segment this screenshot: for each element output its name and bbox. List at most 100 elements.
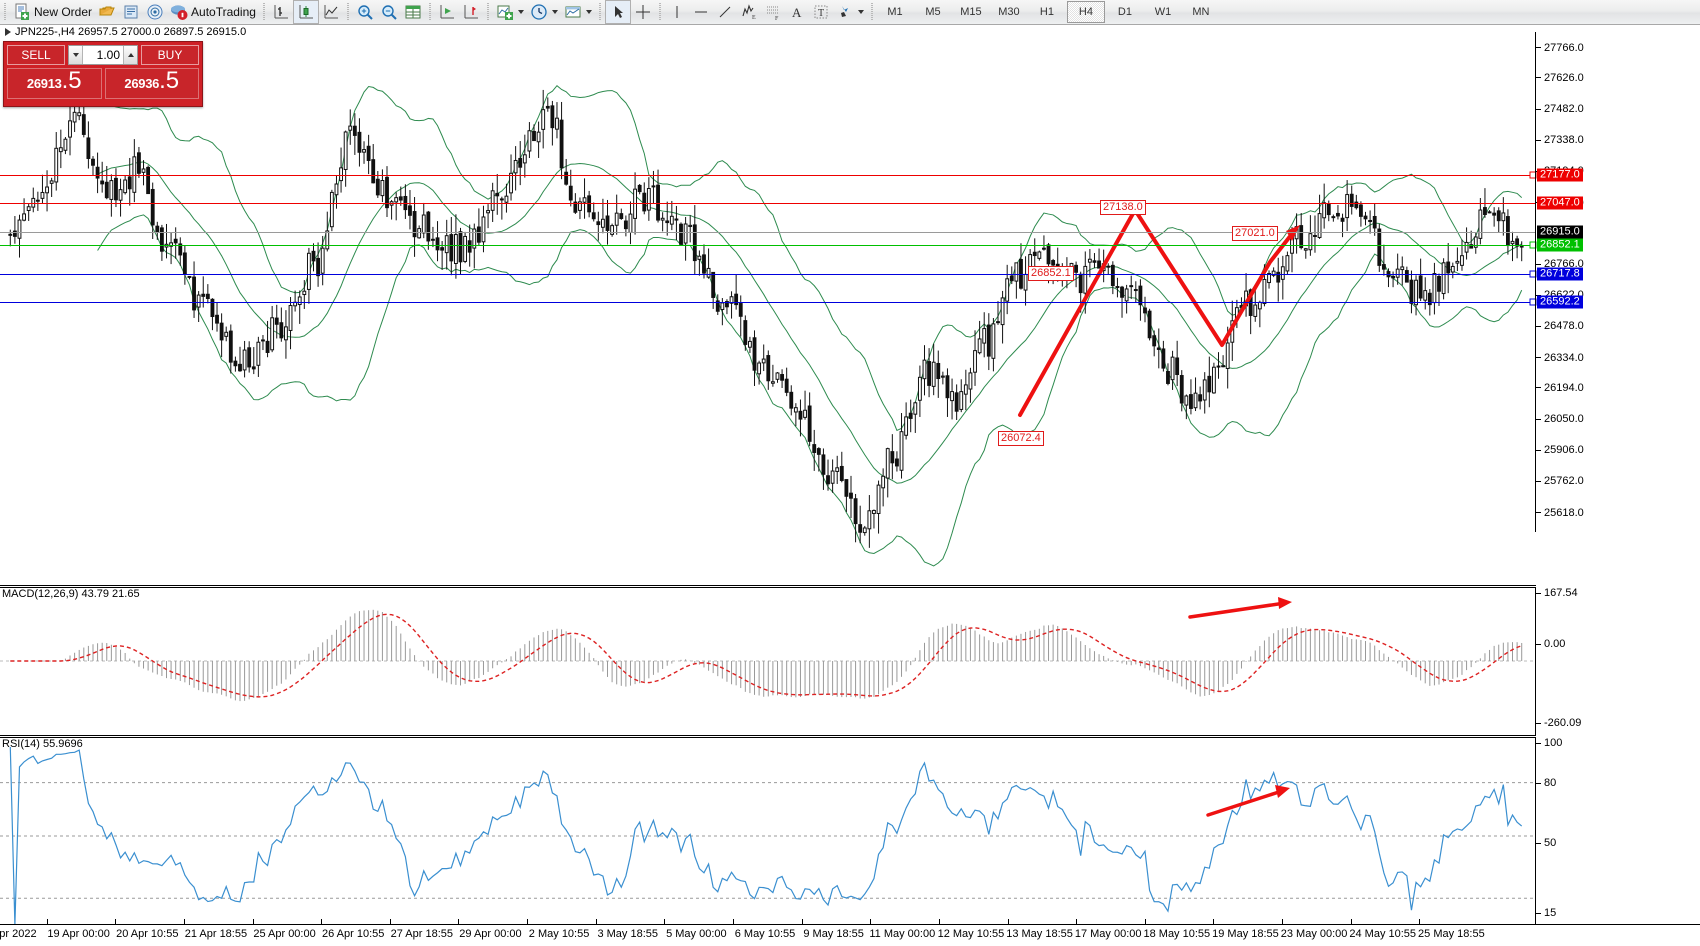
- auto-scroll-button[interactable]: [459, 1, 483, 23]
- level-line-handle[interactable]: [1529, 171, 1537, 179]
- chart-annotation[interactable]: 27138.0: [1100, 200, 1146, 215]
- fibonacci-button[interactable]: F: [761, 1, 785, 23]
- level-line-handle[interactable]: [1529, 241, 1537, 249]
- price-marker-badge[interactable]: 26852.1: [1537, 238, 1583, 252]
- zoom-out-button[interactable]: [377, 1, 401, 23]
- timeframe-d1[interactable]: D1: [1117, 6, 1132, 18]
- sell-price-decimal: .5: [61, 67, 82, 94]
- zoom-in-button[interactable]: [353, 1, 377, 23]
- horizontal-line-button[interactable]: [689, 1, 713, 23]
- volume-value[interactable]: 1.00: [96, 48, 120, 62]
- time-tick-label: 29 Apr 00:00: [459, 928, 522, 940]
- line-chart-button[interactable]: [319, 1, 343, 23]
- volume-decrease-button[interactable]: [69, 46, 83, 64]
- new-order-icon: [13, 3, 31, 21]
- vertical-line-button[interactable]: [665, 1, 689, 23]
- price-level-line[interactable]: [0, 301, 1536, 303]
- time-tick: [733, 919, 734, 925]
- one-click-trading-panel[interactable]: SELL 1.00 BUY 26913.5 26936.5: [3, 41, 203, 107]
- buy-price[interactable]: 26936.5: [104, 68, 199, 99]
- tick-dash: [1536, 842, 1541, 844]
- chevron-down-icon[interactable]: [857, 10, 864, 14]
- price-marker-badge[interactable]: 27177.0: [1537, 168, 1583, 182]
- price-tick-label: 26334.0: [1544, 351, 1584, 364]
- chart-annotation[interactable]: 26852.1: [1028, 266, 1074, 281]
- text-label-button[interactable]: T: [809, 1, 833, 23]
- tick-dash: [1536, 643, 1541, 645]
- price-tick: 26478.0: [1536, 320, 1584, 332]
- price-marker-badge[interactable]: 26915.0: [1537, 225, 1583, 239]
- shapes-button[interactable]: [833, 1, 867, 23]
- time-tick-label: 9 May 18:55: [803, 928, 864, 940]
- cursor-arrow-button[interactable]: [604, 0, 631, 24]
- trendline-button[interactable]: [713, 1, 737, 23]
- sell-price[interactable]: 26913.5: [7, 68, 102, 99]
- chart-annotation[interactable]: 27021.0: [1232, 226, 1278, 241]
- elliott-wave-button[interactable]: E: [737, 1, 761, 23]
- folder-button[interactable]: [95, 1, 119, 23]
- chevron-down-icon[interactable]: [551, 10, 558, 14]
- timeframe-m1[interactable]: M1: [887, 6, 903, 18]
- indicators-button[interactable]: [493, 1, 527, 23]
- chart-annotation[interactable]: 26072.4: [998, 431, 1044, 446]
- chevron-down-icon[interactable]: [585, 10, 592, 14]
- timeframe-m5[interactable]: M5: [925, 6, 941, 18]
- price-level-line[interactable]: [0, 274, 1536, 276]
- time-tick-label: 3 May 18:55: [597, 928, 658, 940]
- price-tick-label: 26050.0: [1544, 413, 1584, 426]
- periods-button[interactable]: [527, 1, 561, 23]
- chart-area[interactable]: JPN225-,H4 26957.5 27000.0 26897.5 26915…: [0, 25, 1700, 946]
- svg-text:F: F: [775, 16, 779, 21]
- time-tick-label: 6 May 10:55: [734, 928, 796, 940]
- price-marker-badge[interactable]: 26717.8: [1537, 267, 1583, 281]
- time-tick: [1007, 919, 1009, 925]
- timeframe-mn[interactable]: MN: [1192, 6, 1210, 18]
- chart-shift-button[interactable]: [435, 1, 459, 23]
- buy-button[interactable]: BUY: [141, 45, 199, 65]
- tick-dash: [1536, 77, 1541, 79]
- timeframe-h4[interactable]: H4: [1066, 1, 1105, 23]
- templates-button[interactable]: [561, 1, 595, 23]
- auto-scroll-icon: [462, 3, 480, 21]
- terminal-icon: [122, 3, 140, 21]
- tick-dash: [1536, 512, 1541, 514]
- elliott-wave-icon: E: [740, 3, 758, 21]
- time-scale[interactable]: 5 Apr 2022 19 Apr 00:00 20 Apr 10:55 21 Apr…: [0, 919, 1700, 946]
- price-level-line[interactable]: [0, 231, 1536, 233]
- crosshair-button[interactable]: [631, 1, 655, 23]
- sell-button[interactable]: SELL: [7, 45, 65, 65]
- volume-stepper[interactable]: 1.00: [68, 45, 138, 65]
- volume-increase-button[interactable]: [123, 46, 137, 64]
- timeframe-w1[interactable]: W1: [1154, 6, 1172, 18]
- data-window-button[interactable]: [401, 1, 425, 23]
- chart-shift-icon: [438, 3, 456, 21]
- timeframe-m15[interactable]: M15: [960, 6, 982, 18]
- navigator-button[interactable]: [143, 1, 167, 23]
- level-line-handle[interactable]: [1529, 298, 1537, 306]
- zoom-out-icon: [380, 3, 398, 21]
- timeframe-h1[interactable]: H1: [1039, 6, 1054, 18]
- text-button[interactable]: A: [785, 1, 809, 23]
- time-tick-label: 19 May 18:55: [1212, 928, 1279, 940]
- new-order-button[interactable]: New Order: [10, 1, 95, 23]
- time-tick: [1213, 919, 1215, 925]
- price-tick: 25906.0: [1536, 444, 1584, 456]
- time-tick: [1076, 919, 1078, 925]
- autotrading-button[interactable]: AutoTrading: [167, 1, 259, 23]
- tick-dash: [1536, 722, 1541, 724]
- timeframe-m30[interactable]: M30: [998, 6, 1020, 18]
- price-marker-badge[interactable]: 26592.2: [1537, 295, 1583, 309]
- candlestick-chart-button[interactable]: [292, 0, 319, 24]
- price-level-line[interactable]: [0, 175, 1536, 177]
- chevron-down-icon[interactable]: [517, 10, 524, 14]
- level-line-handle[interactable]: [1529, 270, 1537, 278]
- bar-chart-button[interactable]: [269, 1, 293, 23]
- price-level-line[interactable]: [0, 203, 1536, 205]
- chevron-up-icon: [127, 53, 134, 57]
- price-scale[interactable]: 27766.027626.027482.027338.027194.027050…: [1535, 32, 1700, 532]
- price-level-line[interactable]: [0, 245, 1536, 247]
- tick-dash: [1536, 357, 1541, 359]
- terminal-button[interactable]: [119, 1, 143, 23]
- price-marker-badge[interactable]: 27047.0: [1537, 196, 1583, 210]
- price-tick: 27338.0: [1536, 134, 1584, 146]
